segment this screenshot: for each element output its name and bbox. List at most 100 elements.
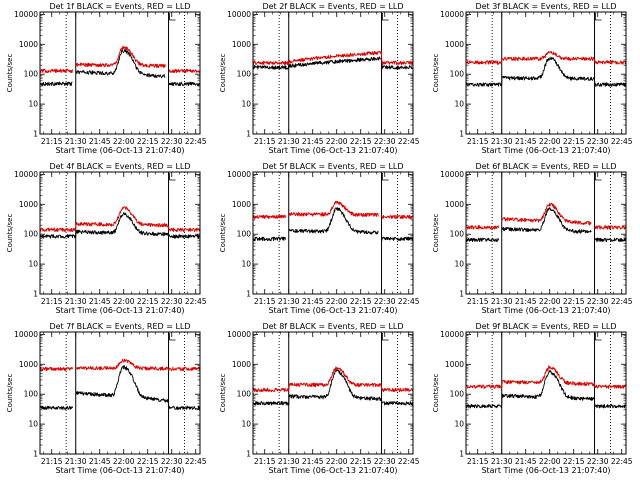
y-axis-label: Counts/sec <box>432 54 440 93</box>
y-tick-label: 10 <box>241 420 251 429</box>
corner-marker <box>382 333 389 341</box>
y-tick-label: 10000 <box>227 10 251 19</box>
series-lld-line <box>253 50 414 66</box>
x-tick-label: 21:30 <box>278 137 300 146</box>
series-lld-line <box>40 45 201 74</box>
series-lld-line <box>40 206 201 233</box>
y-axis-label: Counts/sec <box>432 374 440 413</box>
y-tick-label: 1 <box>459 290 464 299</box>
x-tick-label: 22:30 <box>587 297 609 306</box>
x-tick-label: 22:00 <box>326 137 348 146</box>
plot-frame <box>252 331 414 455</box>
series-events-line <box>40 365 201 411</box>
y-tick-label: 10000 <box>227 170 251 179</box>
y-tick-label: 100 <box>237 230 252 239</box>
panel-det-9: Det 9f BLACK = Events, RED = LLD 1 10 100 10… <box>432 322 633 475</box>
corner-marker <box>382 173 389 181</box>
x-tick-label: 21:30 <box>278 457 300 466</box>
x-tick-label: 21:45 <box>515 457 537 466</box>
x-tick-label: 21:30 <box>491 457 513 466</box>
y-tick-label: 10 <box>454 100 464 109</box>
series-events-line <box>466 207 627 243</box>
y-tick-label: 10000 <box>14 330 38 339</box>
plot-frame <box>465 171 627 295</box>
series-lld-line <box>466 202 627 230</box>
y-tick-label: 100 <box>237 390 252 399</box>
x-tick-label: 21:45 <box>302 137 324 146</box>
y-tick-label: 10 <box>28 100 38 109</box>
series-lld-line <box>253 200 414 220</box>
panel-title: Det 6f BLACK = Events, RED = LLD <box>475 162 616 171</box>
x-tick-label: 21:45 <box>89 137 111 146</box>
series-events-line <box>40 212 200 239</box>
y-tick-label: 1000 <box>19 200 38 209</box>
y-tick-label: 100 <box>24 70 39 79</box>
y-tick-label: 10000 <box>14 170 38 179</box>
x-tick-label: 22:45 <box>398 137 420 146</box>
x-tick-label: 21:15 <box>467 457 489 466</box>
panel-title: Det 8f BLACK = Events, RED = LLD <box>262 322 403 331</box>
y-tick-label: 1000 <box>445 360 464 369</box>
x-tick-label: 22:30 <box>587 457 609 466</box>
y-axis-label: Counts/sec <box>219 54 227 93</box>
x-tick-label: 22:45 <box>185 137 207 146</box>
x-tick-label: 22:00 <box>113 457 135 466</box>
y-tick-label: 1 <box>33 450 38 459</box>
x-axis-label: Start Time (06-Oct-13 21:07:40) <box>481 466 610 475</box>
plot-frame <box>39 11 201 135</box>
y-tick-label: 100 <box>450 230 465 239</box>
plot-frame <box>39 331 201 455</box>
x-axis-label: Start Time (06-Oct-13 21:07:40) <box>55 466 184 475</box>
x-axis-label: Start Time (06-Oct-13 21:07:40) <box>268 466 397 475</box>
corner-marker <box>382 13 389 21</box>
y-tick-label: 1 <box>246 290 251 299</box>
x-tick-label: 21:15 <box>41 457 63 466</box>
series-events-line <box>253 56 413 70</box>
x-tick-label: 21:45 <box>89 457 111 466</box>
x-tick-label: 22:30 <box>161 297 183 306</box>
panel-det-1: Det 1f BLACK = Events, RED = LLD 1 10 100 10… <box>6 2 207 155</box>
series-events-line <box>466 370 627 409</box>
x-tick-label: 22:45 <box>185 457 207 466</box>
x-tick-label: 22:00 <box>539 457 561 466</box>
x-tick-label: 22:30 <box>161 137 183 146</box>
y-tick-label: 1000 <box>232 360 251 369</box>
y-tick-label: 1000 <box>19 40 38 49</box>
y-tick-label: 10000 <box>227 330 251 339</box>
y-tick-label: 100 <box>24 230 39 239</box>
y-tick-label: 10000 <box>440 10 464 19</box>
y-tick-label: 100 <box>24 390 39 399</box>
y-tick-label: 10 <box>454 420 464 429</box>
y-tick-label: 1 <box>33 130 38 139</box>
x-tick-label: 22:15 <box>137 457 159 466</box>
x-tick-label: 22:45 <box>611 457 633 466</box>
x-tick-label: 22:45 <box>611 297 633 306</box>
plot-frame <box>465 331 627 455</box>
x-axis-label: Start Time (06-Oct-13 21:07:40) <box>268 146 397 155</box>
x-tick-label: 22:15 <box>563 297 585 306</box>
x-tick-label: 21:45 <box>89 297 111 306</box>
y-tick-label: 10 <box>28 420 38 429</box>
y-tick-label: 1 <box>246 450 251 459</box>
panel-det-5: Det 5f BLACK = Events, RED = LLD 1 10 100 10… <box>219 162 420 315</box>
x-tick-label: 21:45 <box>302 297 324 306</box>
y-tick-label: 1000 <box>232 40 251 49</box>
plot-frame <box>465 11 627 135</box>
series-lld-line <box>466 365 627 389</box>
x-axis-label: Start Time (06-Oct-13 21:07:40) <box>268 306 397 315</box>
x-tick-label: 21:15 <box>467 297 489 306</box>
plot-frame <box>252 11 414 135</box>
y-tick-label: 1 <box>33 290 38 299</box>
panel-det-2: Det 2f BLACK = Events, RED = LLD 1 10 100 10… <box>219 2 420 155</box>
x-tick-label: 21:30 <box>491 297 513 306</box>
x-tick-label: 22:45 <box>398 297 420 306</box>
y-tick-label: 1000 <box>19 360 38 369</box>
corner-marker <box>595 333 602 341</box>
x-tick-label: 21:30 <box>65 137 87 146</box>
y-axis-label: Counts/sec <box>432 214 440 253</box>
y-tick-label: 10000 <box>440 330 464 339</box>
x-tick-label: 22:15 <box>350 137 372 146</box>
x-tick-label: 21:30 <box>278 297 300 306</box>
x-tick-label: 22:00 <box>539 297 561 306</box>
